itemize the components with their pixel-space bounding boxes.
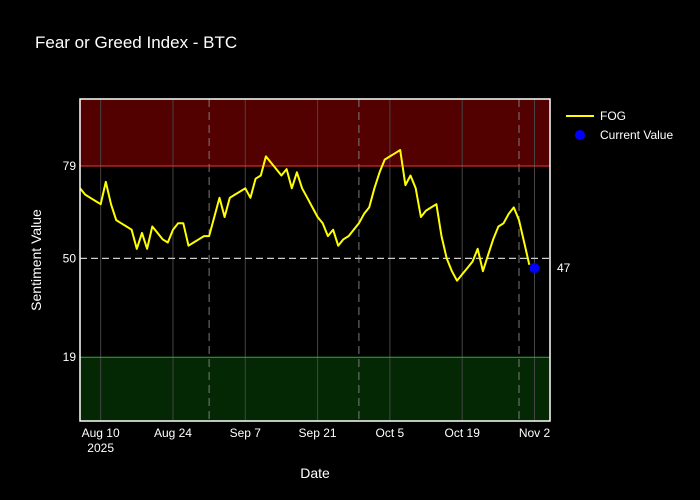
x-axis-title: Date (300, 465, 330, 481)
x-tick-label: Aug 10 (82, 426, 120, 440)
x-tick-label: Nov 2 (519, 426, 551, 440)
series-line-fog (79, 149, 531, 282)
x-tick-sublabel: 2025 (87, 441, 114, 455)
legend-label-current-value: Current Value (600, 127, 674, 142)
current-value-point (529, 262, 540, 273)
legend-line-swatch (566, 109, 594, 123)
x-tick-label: Sep 21 (299, 426, 337, 440)
legend-item-current-value[interactable]: Current Value (566, 125, 673, 144)
y-tick-label: 19 (63, 350, 77, 364)
current-value-label: 47 (557, 261, 571, 275)
legend-dot-swatch (566, 128, 594, 142)
legend: FOG Current Value (566, 106, 673, 144)
y-tick-label: 50 (63, 251, 77, 265)
x-tick-label: Sep 7 (230, 426, 262, 440)
plot-frame (79, 98, 551, 422)
x-tick-label: Oct 19 (445, 426, 481, 440)
y-axis-title: Sentiment Value (28, 209, 44, 311)
legend-item-fog[interactable]: FOG (566, 106, 673, 125)
x-tick-label: Aug 24 (154, 426, 192, 440)
greed-zone (80, 99, 550, 166)
fear-zone (80, 357, 550, 421)
y-tick-label: 79 (63, 159, 77, 173)
chart-title: Fear or Greed Index - BTC (35, 33, 238, 52)
legend-label-fog: FOG (600, 108, 626, 123)
x-tick-label: Oct 5 (376, 426, 405, 440)
